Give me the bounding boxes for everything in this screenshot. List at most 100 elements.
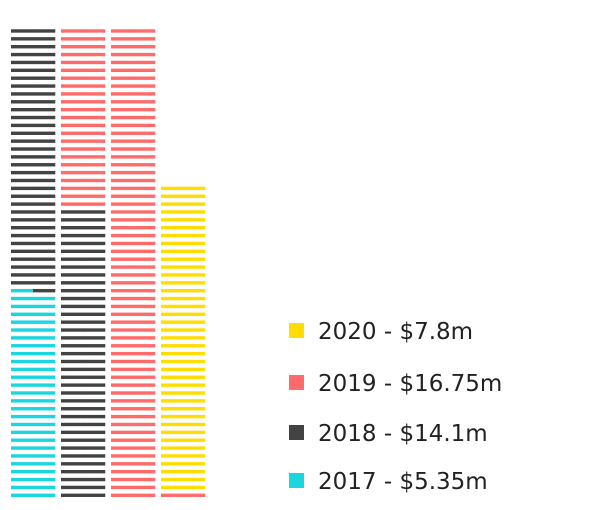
unit-mark-2017 (33, 312, 56, 316)
unit-mark-2018 (61, 351, 84, 356)
unit-mark-2018 (33, 107, 56, 112)
unit-mark-2019 (111, 493, 134, 497)
unit-mark-2019 (133, 170, 156, 175)
unit-mark-2019 (111, 446, 134, 450)
unit-mark-2019 (83, 100, 106, 104)
unit-mark-2020 (183, 249, 206, 254)
unit-mark-2019 (133, 344, 156, 348)
unit-mark-2020 (183, 194, 206, 198)
unit-mark-2018 (83, 273, 106, 277)
unit-mark-2018 (83, 493, 106, 497)
unit-mark-2019 (83, 194, 106, 198)
unit-mark-2017 (11, 359, 34, 364)
unit-mark-2018 (33, 68, 56, 73)
unit-mark-2020 (183, 477, 206, 482)
unit-mark-2019 (133, 469, 156, 474)
unit-mark-2018 (83, 233, 106, 238)
unit-mark-2019 (83, 45, 106, 49)
unit-mark-2020 (183, 344, 206, 348)
unit-mark-2018 (61, 493, 84, 497)
unit-mark-2019 (111, 115, 134, 120)
unit-mark-2019 (133, 233, 156, 238)
unit-mark-2019 (111, 336, 134, 340)
unit-mark-2019 (111, 257, 134, 261)
unit-mark-2017 (33, 383, 56, 387)
unit-mark-2017 (11, 351, 34, 356)
unit-mark-2019 (133, 407, 156, 411)
unit-mark-2018 (83, 226, 106, 230)
unit-mark-2020 (161, 477, 184, 482)
unit-mark-2018 (61, 367, 84, 372)
unit-mark-2019 (61, 178, 84, 183)
unit-mark-2020 (161, 485, 184, 490)
unit-mark-2019 (111, 265, 134, 269)
unit-mark-2019 (111, 210, 134, 214)
unit-mark-2020 (183, 296, 206, 301)
unit-mark-2018 (61, 462, 84, 466)
unit-mark-2019 (133, 320, 156, 324)
unit-mark-2019 (61, 202, 84, 206)
unit-mark-2018 (61, 210, 84, 214)
unit-mark-2019 (133, 383, 156, 387)
unit-mark-2019 (133, 210, 156, 214)
unit-mark-2020 (161, 359, 184, 364)
unit-mark-2018 (61, 320, 84, 324)
unit-mark-2020 (161, 273, 184, 277)
unit-mark-2017 (11, 438, 34, 442)
unit-mark-2018 (61, 312, 84, 316)
unit-mark-2017 (11, 304, 34, 309)
unit-mark-2018 (61, 281, 84, 285)
unit-mark-2019 (111, 178, 134, 183)
unit-mark-2018 (33, 226, 56, 230)
unit-mark-2018 (33, 115, 56, 120)
unit-mark-2017 (33, 469, 56, 474)
unit-mark-2018 (61, 328, 84, 332)
unit-mark-2017 (33, 296, 56, 301)
unit-mark-2019 (133, 493, 156, 497)
unit-mark-2020 (161, 241, 184, 246)
unit-mark-2019 (111, 107, 134, 112)
unit-mark-2020 (161, 194, 184, 198)
unit-mark-2017 (11, 446, 34, 450)
unit-mark-2018 (83, 430, 106, 435)
unit-mark-2018 (33, 210, 56, 214)
unit-mark-2018 (61, 399, 84, 403)
unit-mark-2020 (161, 296, 184, 301)
unit-mark-2018 (11, 178, 34, 183)
unit-mark-2018 (61, 430, 84, 435)
unit-mark-2018 (83, 359, 106, 364)
unit-mark-2018 (61, 304, 84, 309)
unit-mark-2018 (61, 296, 84, 301)
unit-mark-2019 (83, 139, 106, 143)
unit-mark-2020 (183, 430, 206, 435)
unit-mark-2019 (111, 288, 134, 293)
unit-mark-2019 (83, 37, 106, 41)
unit-mark-2018 (11, 202, 34, 206)
unit-mark-2018 (83, 469, 106, 474)
unit-mark-2019 (111, 462, 134, 466)
unit-mark-2019 (133, 52, 156, 57)
unit-mark-2020 (183, 422, 206, 427)
unit-mark-2018 (61, 407, 84, 411)
unit-mark-2020 (183, 446, 206, 450)
unit-mark-2019 (83, 76, 106, 80)
unit-mark-2018 (33, 170, 56, 175)
unit-mark-2018 (11, 281, 34, 285)
unit-mark-2018 (11, 147, 34, 151)
unit-mark-2017 (33, 375, 56, 379)
unit-mark-2018 (83, 218, 106, 222)
unit-mark-2020 (183, 186, 206, 191)
unit-mark-2019 (133, 399, 156, 403)
unit-mark-2020 (183, 367, 206, 372)
unit-mark-2020 (183, 359, 206, 364)
unit-mark-2017 (33, 430, 56, 435)
unit-mark-2018 (61, 414, 84, 419)
unit-mark-2018 (61, 265, 84, 269)
unit-mark-2019 (61, 147, 84, 151)
legend-swatch-2017 (289, 473, 304, 488)
unit-mark-2020 (161, 430, 184, 435)
unit-mark-2020 (161, 202, 184, 206)
unit-mark-2019 (133, 296, 156, 301)
unit-mark-2018 (83, 241, 106, 246)
unit-mark-2018 (83, 446, 106, 450)
